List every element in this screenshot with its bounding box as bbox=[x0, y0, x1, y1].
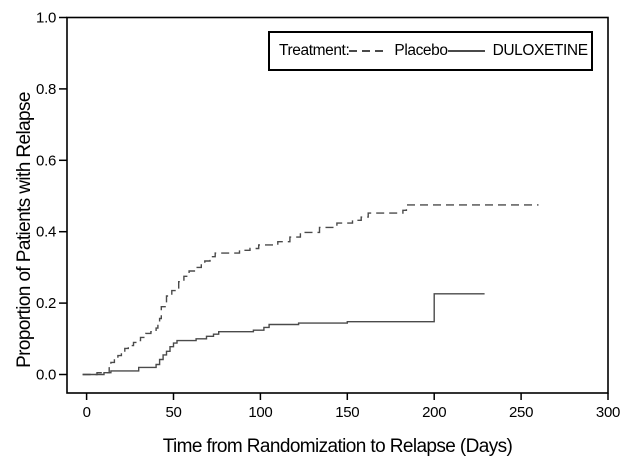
legend-label-placebo: Placebo bbox=[394, 42, 448, 59]
x-tick-label: 250 bbox=[509, 404, 533, 421]
x-tick-label: 300 bbox=[596, 404, 620, 421]
x-tick-label: 100 bbox=[248, 404, 272, 421]
y-tick-label: 0.4 bbox=[36, 224, 56, 241]
plot-frame bbox=[66, 16, 609, 394]
legend-entry-placebo: Placebo bbox=[349, 42, 448, 60]
x-tick-label: 200 bbox=[422, 404, 446, 421]
x-tick-label: 150 bbox=[335, 404, 359, 421]
x-axis-title: Time from Randomization to Relapse (Days… bbox=[162, 436, 513, 457]
x-tick-label: 50 bbox=[165, 404, 181, 421]
x-tick-label: 0 bbox=[83, 404, 91, 421]
legend-label-duloxetine: DULOXETINE bbox=[492, 42, 588, 59]
legend-entry-duloxetine: DULOXETINE bbox=[447, 42, 588, 60]
dashed-line-swatch bbox=[349, 50, 387, 52]
series-duloxetine-line bbox=[82, 293, 485, 376]
y-tick-label: 1.0 bbox=[36, 10, 56, 27]
series-placebo-line bbox=[82, 204, 539, 376]
y-tick-label: 0.8 bbox=[36, 81, 56, 98]
y-axis-title: Proportion of Patients with Relapse bbox=[14, 92, 35, 368]
y-tick-label: 0.0 bbox=[36, 367, 56, 384]
solid-line-swatch bbox=[447, 50, 485, 52]
y-tick-label: 0.6 bbox=[36, 152, 56, 169]
legend: Treatment: Placebo DULOXETINE bbox=[268, 31, 593, 71]
y-tick-label: 0.2 bbox=[36, 295, 56, 312]
legend-title: Treatment: bbox=[279, 42, 350, 59]
